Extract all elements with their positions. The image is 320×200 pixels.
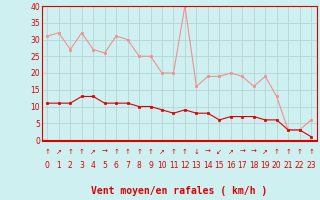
Text: ↑: ↑ (44, 149, 50, 155)
Text: →: → (239, 149, 245, 155)
Text: 23: 23 (306, 162, 316, 170)
Text: 0: 0 (45, 162, 50, 170)
Text: Vent moyen/en rafales ( km/h ): Vent moyen/en rafales ( km/h ) (91, 186, 267, 196)
Text: ↑: ↑ (274, 149, 280, 155)
Text: ↑: ↑ (79, 149, 85, 155)
Text: ↓: ↓ (194, 149, 199, 155)
Text: ↑: ↑ (113, 149, 119, 155)
Text: ↑: ↑ (285, 149, 291, 155)
Text: ↗: ↗ (262, 149, 268, 155)
Text: 11: 11 (169, 162, 178, 170)
Text: →: → (102, 149, 108, 155)
Text: ↗: ↗ (228, 149, 234, 155)
Text: ↑: ↑ (297, 149, 302, 155)
Text: 15: 15 (214, 162, 224, 170)
Text: →: → (205, 149, 211, 155)
Text: 12: 12 (180, 162, 190, 170)
Text: 3: 3 (79, 162, 84, 170)
Text: ↗: ↗ (90, 149, 96, 155)
Text: 19: 19 (260, 162, 270, 170)
Text: →: → (251, 149, 257, 155)
Text: 9: 9 (148, 162, 153, 170)
Text: ↑: ↑ (182, 149, 188, 155)
Text: 20: 20 (272, 162, 282, 170)
Text: 7: 7 (125, 162, 130, 170)
Text: 18: 18 (249, 162, 259, 170)
Text: ↑: ↑ (136, 149, 142, 155)
Text: 13: 13 (192, 162, 201, 170)
Text: ↑: ↑ (171, 149, 176, 155)
Text: ↗: ↗ (56, 149, 62, 155)
Text: ↑: ↑ (67, 149, 73, 155)
Text: ↙: ↙ (216, 149, 222, 155)
Text: 17: 17 (237, 162, 247, 170)
Text: 16: 16 (226, 162, 236, 170)
Text: 8: 8 (137, 162, 141, 170)
Text: ↑: ↑ (308, 149, 314, 155)
Text: 10: 10 (157, 162, 167, 170)
Text: 4: 4 (91, 162, 96, 170)
Text: 6: 6 (114, 162, 119, 170)
Text: 5: 5 (102, 162, 107, 170)
Text: 22: 22 (295, 162, 304, 170)
Text: ↗: ↗ (159, 149, 165, 155)
Text: ↑: ↑ (125, 149, 131, 155)
Text: 14: 14 (203, 162, 213, 170)
Text: 1: 1 (56, 162, 61, 170)
Text: 21: 21 (284, 162, 293, 170)
Text: ↑: ↑ (148, 149, 154, 155)
Text: 2: 2 (68, 162, 73, 170)
